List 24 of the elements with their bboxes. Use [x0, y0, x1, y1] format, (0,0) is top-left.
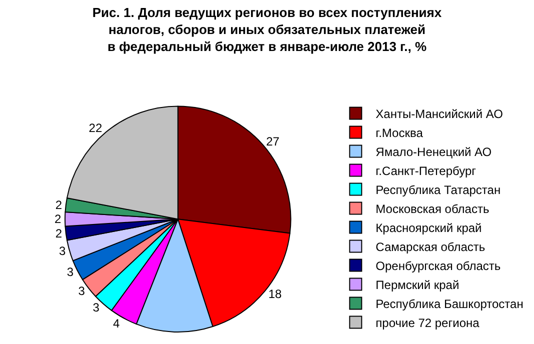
chart-title: Рис. 1. Доля ведущих регионов во всех поступлениях налогов, сборов и иных обязательных платежей в федеральный бюджет в январе-июле 2013 г., % — [92, 5, 442, 54]
data-label: 2 — [55, 226, 62, 240]
legend-label: Ханты-Мансийский АО — [376, 106, 503, 121]
legend-label: Республика Татарстан — [376, 182, 501, 197]
legend-label: Красноярский край — [376, 220, 482, 235]
legend-label: г.Санкт-Петербург — [376, 164, 477, 178]
data-label: 3 — [78, 284, 86, 298]
legend-label: Республика Башкортостан — [376, 296, 524, 311]
data-label: 3 — [92, 300, 100, 315]
legend-label: Самарская область — [376, 240, 486, 254]
data-label: 27 — [266, 134, 280, 148]
legend-label: г.Москва — [376, 126, 424, 140]
data-label: 4 — [113, 316, 120, 330]
legend-label: Пермский край — [376, 278, 460, 292]
data-label: 3 — [59, 244, 66, 258]
data-label: 3 — [66, 264, 74, 279]
data-label: 2 — [54, 212, 62, 226]
legend-label: Московская область — [376, 202, 490, 216]
legend-label: Ямало-Ненецкий АО — [376, 144, 492, 159]
legend-label: Оренбургская область — [376, 258, 501, 273]
data-label: 2 — [55, 198, 62, 212]
data-label: 18 — [268, 286, 282, 301]
legend-label: прочие 72 региона — [376, 316, 480, 330]
data-label: 22 — [88, 120, 102, 135]
